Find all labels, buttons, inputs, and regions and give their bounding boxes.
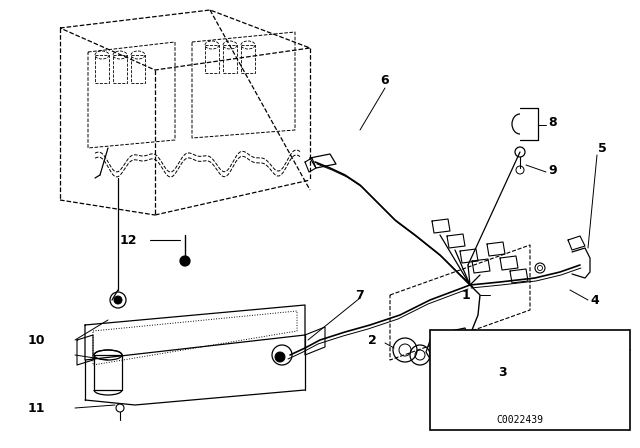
Text: 2: 2 <box>368 333 377 346</box>
Text: 3: 3 <box>498 366 507 379</box>
Text: 8: 8 <box>548 116 557 129</box>
Circle shape <box>275 352 285 362</box>
Circle shape <box>180 256 190 266</box>
Text: 4: 4 <box>590 293 599 306</box>
Circle shape <box>114 296 122 304</box>
Text: 11: 11 <box>28 401 45 414</box>
Text: 7: 7 <box>355 289 364 302</box>
Text: 12: 12 <box>120 233 138 246</box>
Text: 1: 1 <box>462 289 471 302</box>
Text: 9: 9 <box>548 164 557 177</box>
Circle shape <box>502 385 522 405</box>
Text: C0022439: C0022439 <box>497 415 543 425</box>
Text: 10: 10 <box>28 333 45 346</box>
Text: 6: 6 <box>380 73 388 86</box>
Bar <box>430 330 630 430</box>
Text: 5: 5 <box>598 142 607 155</box>
